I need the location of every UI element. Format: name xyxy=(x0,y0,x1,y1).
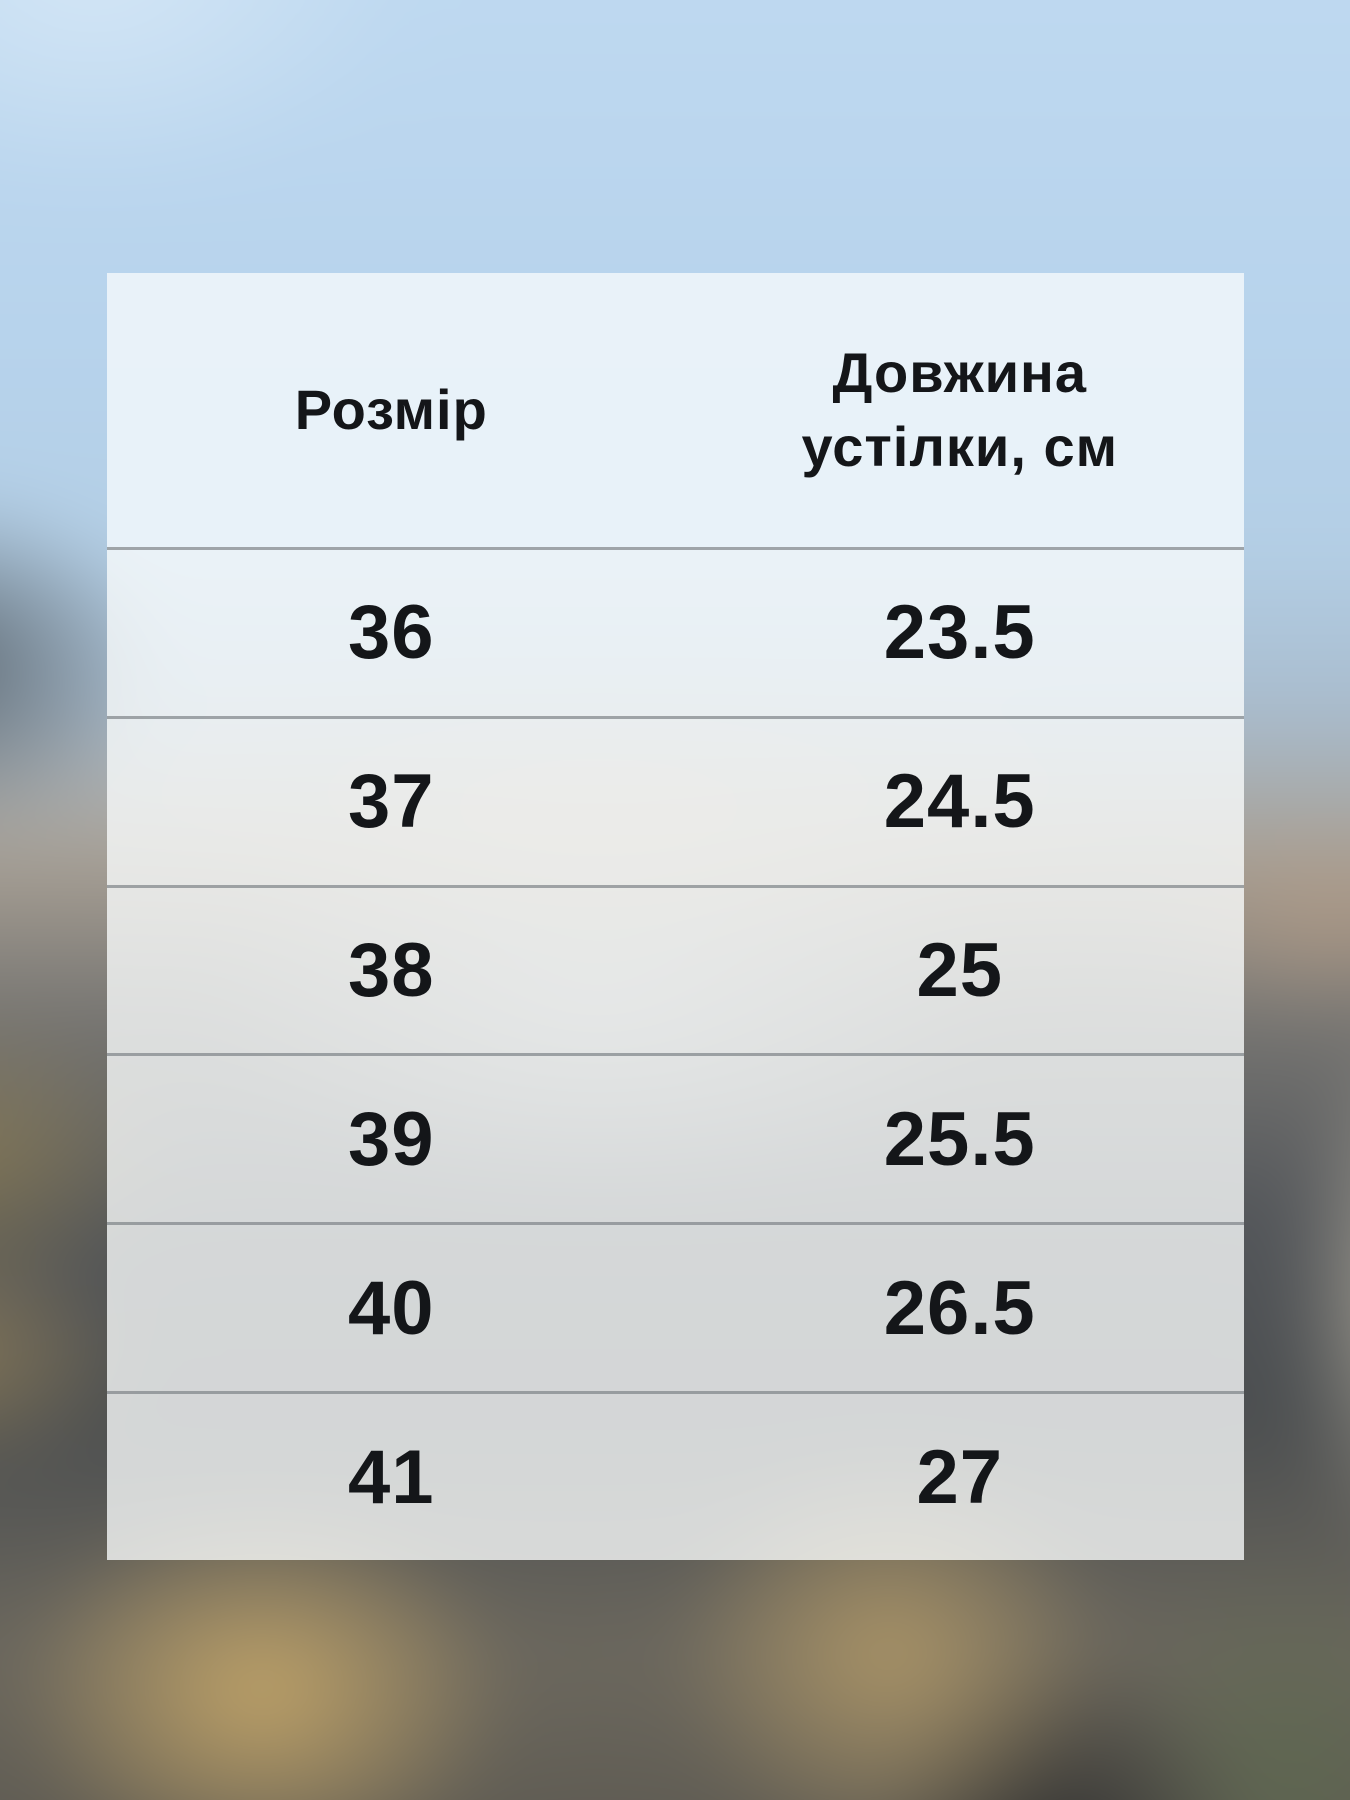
header-length-label: Довжина устілки, см xyxy=(676,273,1245,547)
header-length-line2: устілки, см xyxy=(801,415,1119,478)
length-cell: 25 xyxy=(916,928,1004,1014)
size-table: Розмір Довжина устілки, см 36 23.5 37 24… xyxy=(107,273,1244,1560)
length-cell: 24.5 xyxy=(883,759,1036,845)
table-row: 41 27 xyxy=(107,1391,1244,1560)
size-cell: 37 xyxy=(347,759,435,845)
size-cell: 39 xyxy=(347,1096,435,1182)
table-header: Розмір Довжина устілки, см xyxy=(107,273,1244,547)
table-row: 39 25.5 xyxy=(107,1053,1244,1223)
length-cell: 25.5 xyxy=(883,1096,1036,1182)
table-row: 36 23.5 xyxy=(107,547,1244,716)
size-cell: 41 xyxy=(347,1434,435,1520)
table-body: 36 23.5 37 24.5 38 25 39 25.5 40 26.5 41… xyxy=(107,547,1244,1560)
length-cell: 26.5 xyxy=(883,1265,1036,1351)
size-cell: 38 xyxy=(347,928,435,1014)
length-cell: 27 xyxy=(916,1434,1004,1520)
length-cell: 23.5 xyxy=(883,590,1036,676)
header-size-label: Розмір xyxy=(294,378,488,442)
table-row: 38 25 xyxy=(107,884,1244,1054)
table-row: 40 26.5 xyxy=(107,1222,1244,1392)
header-length-line1: Довжина xyxy=(832,341,1088,405)
table-row: 37 24.5 xyxy=(107,715,1244,885)
size-cell: 36 xyxy=(347,590,435,676)
size-cell: 40 xyxy=(347,1265,435,1351)
